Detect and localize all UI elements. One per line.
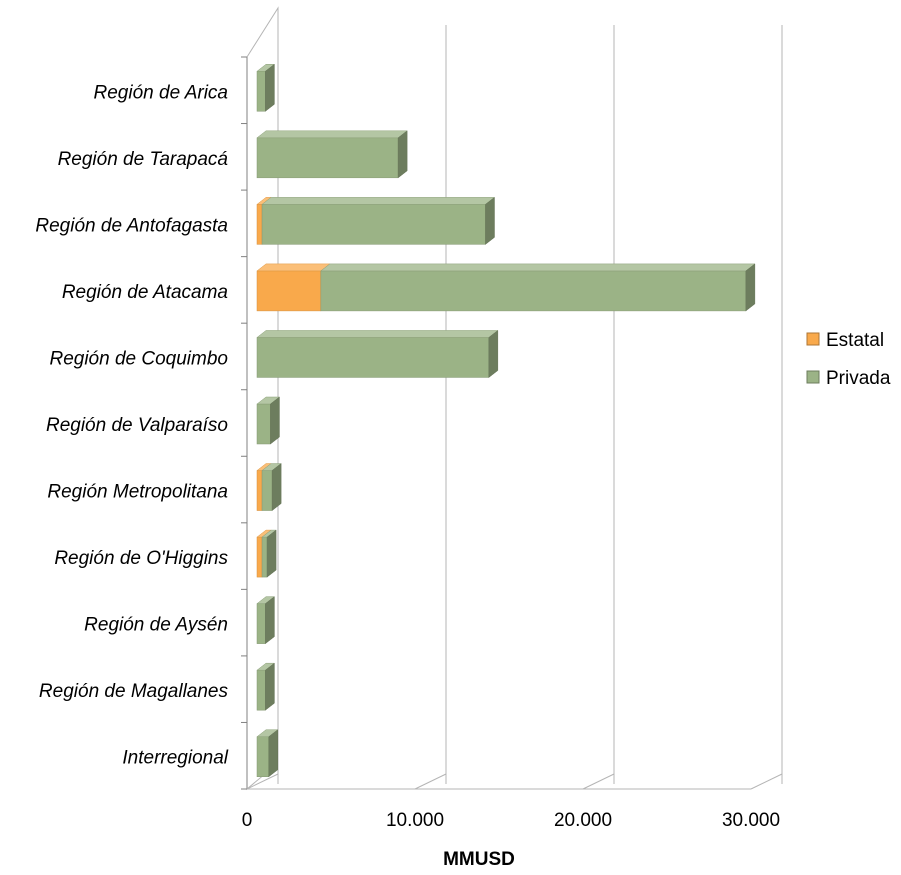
bar-side-privada-4: [488, 329, 499, 378]
x-tick-label: 10.000: [386, 810, 444, 831]
bars: [256, 63, 756, 778]
legend-swatch-privada: [806, 370, 820, 384]
category-label: Interregional: [122, 748, 228, 769]
bar-side-privada-5: [270, 396, 280, 445]
floor-line: [246, 773, 279, 790]
bar-side-privada-3: [745, 263, 756, 312]
bar-privada-1: [256, 137, 399, 179]
category-labels: Región de Arica Región de Tarapacá Región …: [35, 82, 228, 768]
chart-walls: [241, 6, 751, 791]
bar-side-privada-8: [265, 596, 275, 645]
category-label: Región de Antofagasta: [35, 215, 228, 236]
bar-estatal-2: [256, 204, 263, 245]
category-label: Región de Arica: [94, 82, 228, 103]
category-label: Región de Tarapacá: [58, 149, 228, 170]
bar-top-privada-4: [256, 330, 499, 338]
bar-side-privada-0: [265, 63, 275, 112]
bar-top-privada-1: [256, 130, 408, 139]
floor-line: [750, 773, 783, 790]
bar-privada-5: [256, 403, 271, 445]
x-axis-title: MMUSD: [443, 849, 515, 870]
bar-privada-10: [256, 736, 270, 777]
legend-label-privada: Privada: [826, 368, 891, 389]
bar-privada-6: [261, 470, 273, 511]
category-label: Región de Atacama: [62, 282, 228, 303]
category-label: Región de O'Higgins: [54, 548, 228, 569]
legend: Estatal Privada: [806, 330, 891, 389]
category-label: Región de Coquimbo: [49, 348, 228, 369]
legend-swatch-estatal: [806, 332, 820, 346]
bar-privada-8: [256, 603, 266, 644]
floor-line: [414, 773, 447, 790]
bar-side-privada-10: [268, 729, 279, 778]
bar-privada-3: [320, 270, 747, 312]
category-label: Región de Valparaíso: [46, 415, 228, 436]
bar-top-privada-3: [320, 263, 756, 272]
bar-top-estatal-3: [256, 263, 331, 272]
bar-privada-9: [256, 669, 266, 711]
category-label: Región Metropolitana: [47, 482, 228, 503]
bar-side-privada-1: [397, 130, 408, 179]
legend-label-estatal: Estatal: [826, 330, 884, 351]
floor-line: [582, 773, 615, 790]
bar-side-privada-9: [265, 662, 275, 711]
bar-top-privada-2: [261, 197, 496, 205]
bar-estatal-6: [256, 470, 263, 511]
x-tick-label: 30.000: [722, 810, 780, 831]
bar-privada-2: [261, 204, 486, 245]
bar-side-privada-2: [485, 196, 495, 245]
bar-estatal-7: [256, 536, 263, 578]
x-axis-ticks: 0 10.000 20.000 30.000: [242, 810, 780, 831]
x-tick-label: 20.000: [554, 810, 612, 831]
bar-side-privada-7: [266, 529, 277, 578]
bar-privada-0: [256, 71, 266, 112]
category-label: Región de Aysén: [84, 615, 228, 636]
bar-side-privada-6: [271, 463, 282, 512]
bar-privada-4: [256, 337, 490, 378]
category-label: Región de Magallanes: [39, 681, 229, 702]
x-tick-label: 0: [242, 810, 253, 831]
bar-estatal-3: [256, 270, 322, 312]
bar-privada-7: [261, 536, 268, 578]
